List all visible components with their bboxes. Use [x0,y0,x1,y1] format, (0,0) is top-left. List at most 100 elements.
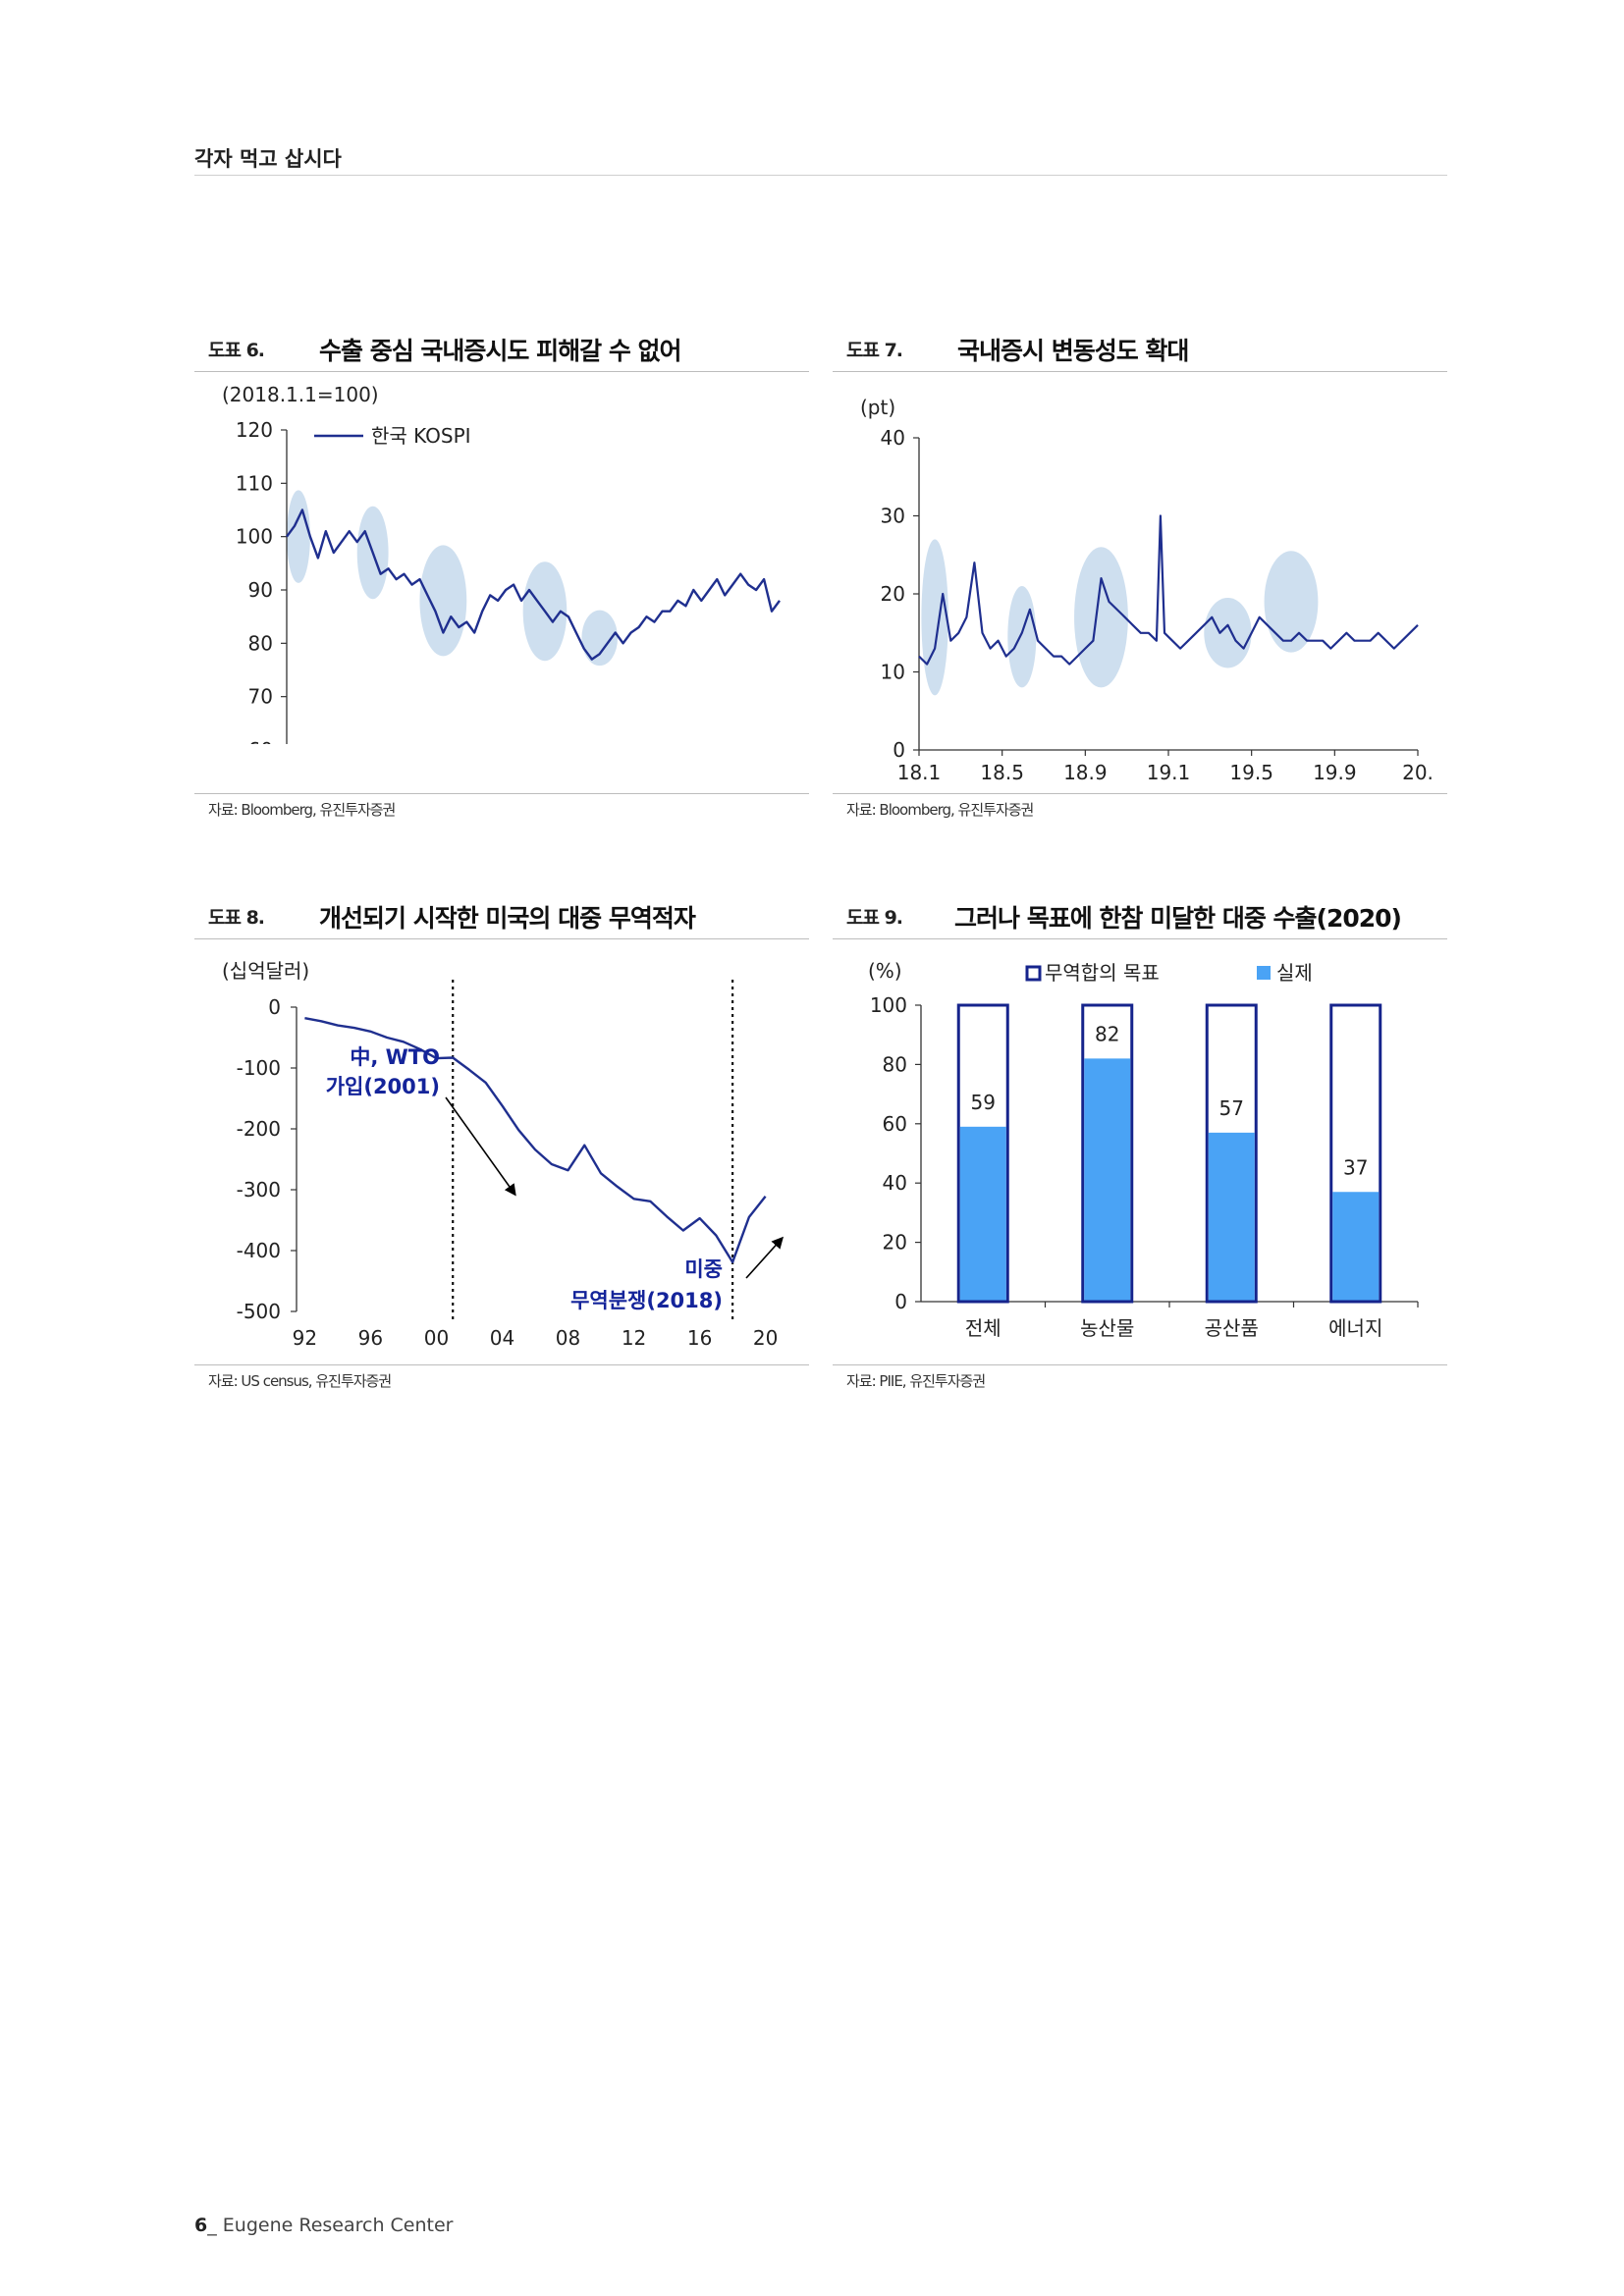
y-tick-label: -100 [237,1056,281,1080]
x-category-label: 에너지 [1328,1316,1382,1340]
y-tick-label: -500 [237,1300,281,1323]
figure-7-highlight-3 [1074,547,1128,688]
figure-8-chart: (십억달러) 0 -100 -200 -300 -400 -500 92 96 00 04 08 1… [222,959,785,1350]
x-tick-label: 04 [490,1326,514,1350]
figure-8-event-1-line-1: 中, WTO [350,1045,440,1069]
figure-8-trade-deficit-line [304,1017,767,1263]
y-tick-label: 20 [881,582,905,606]
y-tick-label: 110 [236,471,273,495]
y-tick-label: 20 [883,1231,907,1255]
figure-9-title-rule [833,938,1447,939]
bar-actual-2 [1084,1058,1131,1301]
y-tick-label: 40 [883,1171,907,1195]
bar-value-label: 82 [1095,1022,1119,1045]
figure-7-chart: (pt) 0 10 20 30 40 18.1 18.5 18.9 19.1 19.5 19.9 2… [860,396,1434,784]
figure-9-number: 도표 9. [846,907,903,929]
y-tick-label: 80 [883,1052,907,1076]
figure-6-kospi-line [286,508,781,661]
figure-8-event-2-line-2: 무역분쟁(2018) [570,1289,723,1312]
y-tick-label: -300 [237,1178,281,1201]
figure-9-source-rule [833,1364,1447,1365]
figure-6: 도표 6. 수출 중심 국내증시도 피해갈 수 없어 (2018.1.1=100… [194,332,809,842]
bar-value-label: 57 [1219,1096,1244,1120]
figure-8-number: 도표 8. [208,907,265,929]
y-tick-label: 90 [248,578,273,602]
y-tick-label: 120 [236,418,273,442]
x-tick-label: 08 [556,1326,580,1350]
x-tick-label: 00 [424,1326,449,1350]
figure-9-unit-label: (%) [868,959,902,983]
figure-6-source: 자료: Bloomberg, 유진투자증권 [208,801,396,819]
x-tick-label: 16 [687,1326,712,1350]
figure-9-title-bar: 도표 9. 그러나 목표에 한참 미달한 대중 수출(2020) [833,899,1447,933]
y-tick-label: 0 [894,1290,907,1313]
figure-6-highlight-3 [419,545,467,657]
figure-9-source: 자료: PIIE, 유진투자증권 [846,1372,986,1390]
y-tick-label: -400 [237,1239,281,1262]
figure-6-number: 도표 6. [208,340,265,361]
y-tick-label: 70 [248,685,273,709]
figure-6-chart: (2018.1.1=100) 60708090100110120 18.118.… [222,383,781,744]
figure-8-unit-label: (십억달러) [222,959,309,983]
y-tick-label: -200 [237,1117,281,1141]
figure-9-legend-swatch-actual [1257,966,1271,980]
figure-9-legend-target: 무역합의 목표 [1045,961,1160,985]
page-number: 6 [194,2215,208,2236]
x-category-label: 농산물 [1080,1316,1134,1340]
figure-8-event-2-line-1: 미중 [684,1257,723,1281]
x-tick-label: 19.5 [1229,761,1273,784]
figure-7-highlight-5 [1264,551,1319,653]
figure-6-title: 수출 중심 국내증시도 피해갈 수 없어 [319,337,682,365]
figure-7-highlight-4 [1204,597,1252,668]
page-footer-text: Eugene Research Center [222,2215,454,2236]
figure-8-arrow-up [745,1236,785,1279]
page-footer-separator: _ [207,2215,217,2236]
figure-8: 도표 8. 개선되기 시작한 미국의 대중 무역적자 (십억달러) 0 -100 -… [194,899,809,1410]
bar-actual-1 [959,1126,1006,1301]
figure-7-unit-label: (pt) [860,396,895,419]
figure-8-source: 자료: US census, 유진투자증권 [208,1372,392,1390]
y-tick-label: 60 [248,738,273,744]
figure-6-legend-label: 한국 KOSPI [371,424,471,448]
figure-8-source-rule [194,1364,809,1365]
y-tick-label: 60 [883,1112,907,1136]
y-tick-label: 0 [268,995,281,1019]
figure-6-highlight-1 [287,490,310,583]
figure-7-source: 자료: Bloomberg, 유진투자증권 [846,801,1034,819]
y-tick-label: 0 [893,738,905,762]
figure-6-title-bar: 도표 6. 수출 중심 국내증시도 피해갈 수 없어 [194,332,809,365]
figure-7-title: 국내증시 변동성도 확대 [957,337,1189,365]
x-tick-label: 18.9 [1063,761,1108,784]
x-tick-label: 20. [1402,761,1434,784]
figure-8-title-bar: 도표 8. 개선되기 시작한 미국의 대중 무역적자 [194,899,809,933]
figure-7-title-rule [833,371,1447,372]
figure-9-chart: (%) 무역합의 목표 실제 0 20 40 60 80 100 59 전체 82 농산물 57 공… [868,959,1419,1340]
bar-actual-4 [1332,1192,1380,1301]
page-header-title: 각자 먹고 삽시다 [194,147,342,171]
y-tick-label: 40 [881,426,905,450]
x-tick-label: 18.5 [980,761,1024,784]
y-tick-label: 100 [236,525,273,549]
x-category-label: 공산품 [1205,1316,1259,1340]
figure-9: 도표 9. 그러나 목표에 한참 미달한 대중 수출(2020) (%) 무역합… [833,899,1447,1410]
figure-7-highlight-1 [921,539,948,696]
y-tick-label: 80 [248,631,273,655]
figure-7-title-bar: 도표 7. 국내증시 변동성도 확대 [833,332,1447,365]
bar-value-label: 37 [1343,1155,1368,1179]
bar-actual-3 [1208,1132,1255,1301]
figure-6-title-rule [194,371,809,372]
figure-9-legend-swatch-target [1025,965,1042,982]
figure-9-legend-actual: 실제 [1276,961,1313,985]
bar-value-label: 59 [971,1091,996,1114]
figure-6-source-rule [194,793,809,794]
figure-8-event-1-line-2: 가입(2001) [326,1075,440,1098]
x-tick-label: 18.1 [897,761,942,784]
page-footer: 6_ Eugene Research Center [194,2215,454,2236]
figure-8-title-rule [194,938,809,939]
figure-7-highlight-2 [1007,586,1037,688]
x-tick-label: 19.9 [1313,761,1357,784]
figure-7-number: 도표 7. [846,340,903,361]
x-tick-label: 19.1 [1147,761,1191,784]
x-tick-label: 20 [753,1326,778,1350]
x-tick-label: 96 [358,1326,383,1350]
